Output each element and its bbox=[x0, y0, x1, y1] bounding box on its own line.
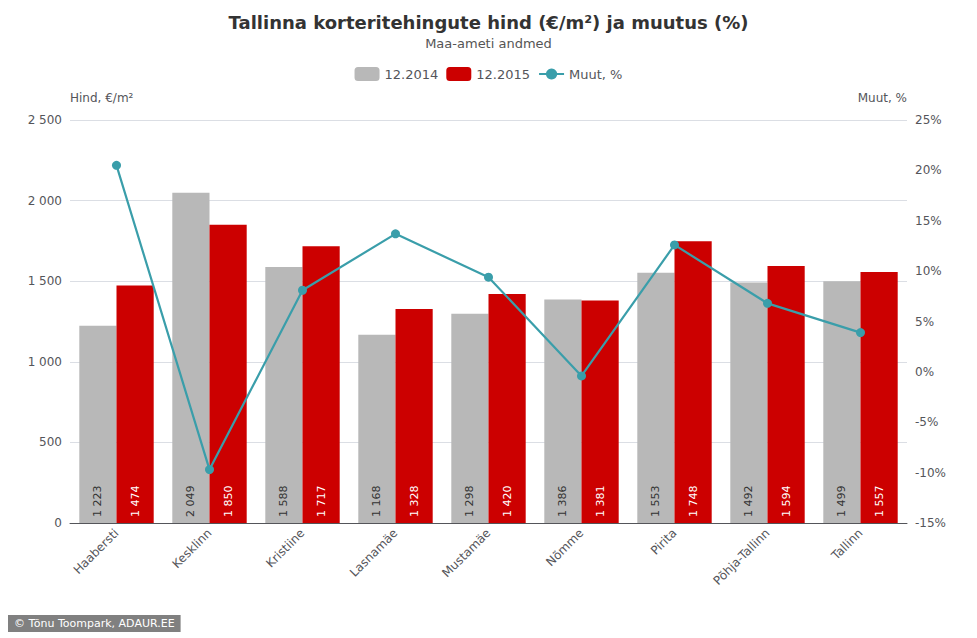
svg-text:© Tõnu Toompark, ADAUR.EE: © Tõnu Toompark, ADAUR.EE bbox=[14, 617, 175, 630]
svg-text:-15%: -15% bbox=[915, 516, 946, 530]
svg-text:10%: 10% bbox=[915, 264, 942, 278]
svg-text:1 381: 1 381 bbox=[594, 486, 607, 518]
svg-text:Kesklinn: Kesklinn bbox=[169, 526, 214, 571]
svg-text:1 474: 1 474 bbox=[129, 486, 142, 518]
svg-text:15%: 15% bbox=[915, 214, 942, 228]
svg-text:2 049: 2 049 bbox=[184, 486, 197, 518]
svg-text:Põhja-Tallinn: Põhja-Tallinn bbox=[711, 526, 773, 588]
svg-text:-10%: -10% bbox=[915, 466, 946, 480]
svg-text:500: 500 bbox=[39, 435, 62, 449]
svg-text:1 420: 1 420 bbox=[501, 486, 514, 518]
svg-text:1 717: 1 717 bbox=[315, 486, 328, 518]
svg-text:Muut, %: Muut, % bbox=[858, 91, 907, 105]
svg-text:1 499: 1 499 bbox=[835, 486, 848, 518]
svg-text:5%: 5% bbox=[915, 315, 934, 329]
svg-text:1 850: 1 850 bbox=[222, 486, 235, 518]
svg-text:1 553: 1 553 bbox=[649, 486, 662, 518]
svg-text:1 557: 1 557 bbox=[873, 486, 886, 518]
svg-text:Tallinn: Tallinn bbox=[828, 526, 865, 563]
svg-text:Mustamäe: Mustamäe bbox=[439, 526, 493, 580]
svg-text:Lasnamäe: Lasnamäe bbox=[347, 526, 400, 579]
svg-text:2 500: 2 500 bbox=[28, 113, 62, 127]
svg-text:12.2014: 12.2014 bbox=[385, 67, 439, 82]
svg-text:1 168: 1 168 bbox=[370, 486, 383, 518]
svg-text:Tallinna korteritehingute hind: Tallinna korteritehingute hind (€/m²) ja… bbox=[229, 12, 749, 33]
svg-text:Haabersti: Haabersti bbox=[71, 526, 122, 577]
svg-text:Maa-ameti andmed: Maa-ameti andmed bbox=[425, 36, 552, 51]
svg-text:20%: 20% bbox=[915, 163, 942, 177]
svg-text:Muut, %: Muut, % bbox=[569, 67, 622, 82]
svg-text:-5%: -5% bbox=[915, 415, 938, 429]
svg-text:Nõmme: Nõmme bbox=[543, 526, 586, 569]
svg-text:12.2015: 12.2015 bbox=[476, 67, 530, 82]
svg-text:0%: 0% bbox=[915, 365, 934, 379]
svg-text:1 500: 1 500 bbox=[28, 274, 62, 288]
svg-text:1 588: 1 588 bbox=[277, 486, 290, 518]
svg-text:25%: 25% bbox=[915, 113, 942, 127]
svg-text:1 000: 1 000 bbox=[28, 355, 62, 369]
svg-text:1 594: 1 594 bbox=[780, 486, 793, 518]
svg-text:1 386: 1 386 bbox=[556, 486, 569, 518]
svg-text:Pirita: Pirita bbox=[648, 526, 680, 558]
svg-text:Kristiine: Kristiine bbox=[263, 526, 307, 570]
svg-text:1 328: 1 328 bbox=[408, 486, 421, 518]
svg-text:1 223: 1 223 bbox=[91, 486, 104, 518]
svg-text:1 298: 1 298 bbox=[463, 486, 476, 518]
svg-text:Hind, €/m²: Hind, €/m² bbox=[70, 91, 134, 105]
svg-text:2 000: 2 000 bbox=[28, 194, 62, 208]
svg-text:1 492: 1 492 bbox=[742, 486, 755, 518]
svg-text:0: 0 bbox=[54, 516, 62, 530]
svg-text:1 748: 1 748 bbox=[687, 486, 700, 518]
